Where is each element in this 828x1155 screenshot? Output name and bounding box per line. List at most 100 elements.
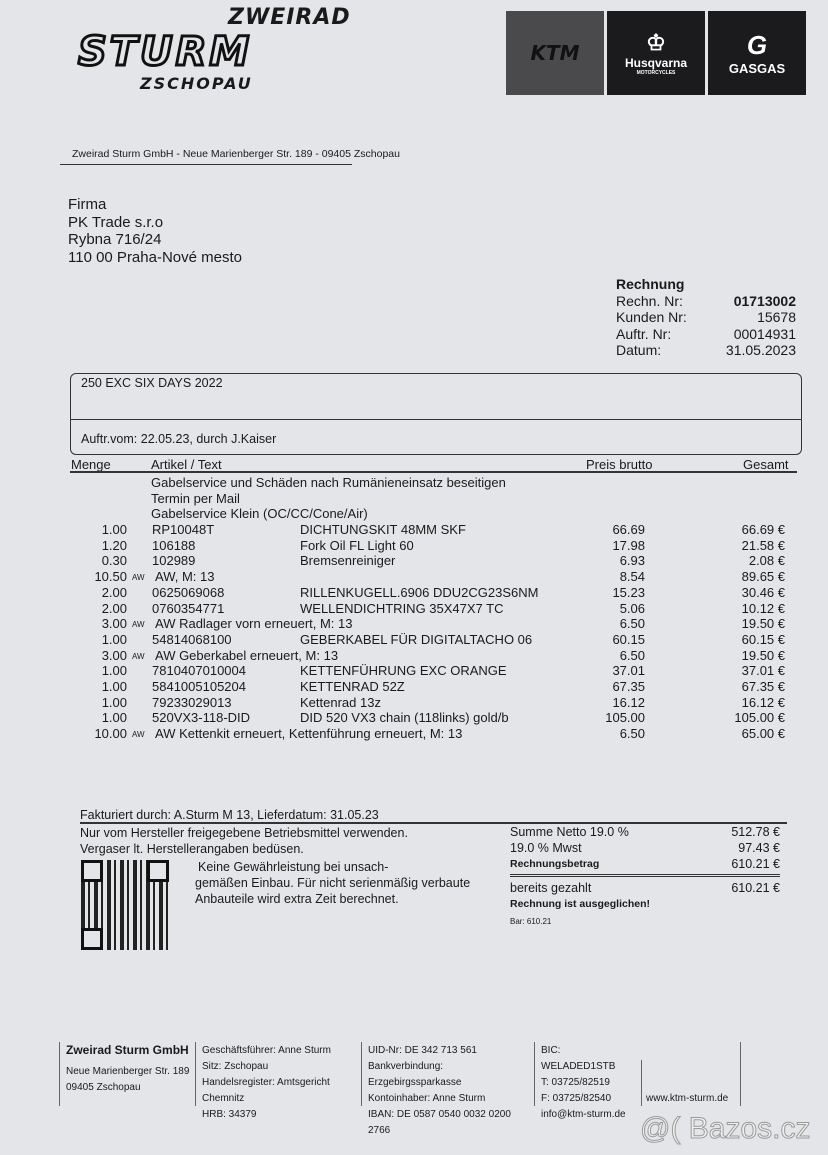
qr-code	[81, 860, 169, 950]
row-description: WELLENDICHTRING 35X47X7 TC	[300, 600, 504, 616]
cash-note: Bar: 610.21	[510, 917, 552, 926]
bazos-watermark: @( Bazos.cz	[640, 1112, 811, 1146]
row-total: 37.01 €	[741, 663, 785, 679]
footer-line: Sitz: Zschopau	[202, 1061, 269, 1072]
row-total: 65.00 €	[741, 726, 785, 742]
row-article: AW Kettenkit erneuert, Kettenführung ern…	[155, 726, 463, 742]
footer-line: Bankverbindung: Erzgebirgssparkasse	[368, 1061, 462, 1088]
row-qty: 3.00	[101, 616, 127, 632]
divider	[534, 1042, 535, 1106]
row-total: 66.69 €	[741, 522, 785, 537]
gasgas-logo: G GASGAS	[708, 11, 806, 95]
divider	[361, 1042, 362, 1106]
g-icon: G	[746, 30, 768, 60]
divider	[60, 164, 352, 165]
row-qty: 10.00	[94, 726, 127, 742]
logo-line: ZSCHOPAU	[140, 74, 253, 93]
row-article: 106188	[152, 537, 196, 553]
row-unit: AW	[132, 730, 145, 740]
company-name: Zweirad Sturm GmbH	[66, 1043, 189, 1057]
row-article: 7810407010004	[152, 663, 246, 679]
field-value: 01713002	[733, 292, 796, 309]
row-price: 67.35	[612, 679, 645, 694]
row-article: RP10048T	[152, 522, 215, 537]
husqvarna-logo: ♔ Husqvarna MOTORCYCLES	[607, 11, 705, 95]
footer-email: info@ktm-sturm.de	[541, 1109, 626, 1120]
row-qty: 0.30	[101, 553, 127, 569]
row-article: AW, M: 13	[155, 569, 215, 585]
brand-sub: MOTORCYCLES	[636, 70, 676, 76]
field-value: 31.05.2023	[725, 342, 796, 358]
footer-company: Zweirad Sturm GmbH Neue Marienberger Str…	[66, 1043, 192, 1096]
row-unit: AW	[132, 573, 145, 583]
table-note: Gabelservice und Schäden nach Rumänienei…	[151, 475, 506, 490]
row-article: 102989	[152, 553, 196, 569]
row-article: AW Radlager vorn erneuert, M: 13	[155, 616, 353, 632]
address-line: PK Trade s.r.o	[68, 213, 164, 231]
row-description: Kettenrad 13z	[300, 694, 381, 710]
total-value: 610.21 €	[731, 857, 780, 871]
footer-line: Neue Marienberger Str. 189	[66, 1066, 190, 1077]
row-article: 5841005105204	[152, 679, 246, 694]
invoice-field: Datum: 31.05.2023	[616, 342, 796, 359]
field-value: 15678	[757, 309, 796, 325]
divider	[641, 1060, 642, 1106]
header-total: Gesamt	[743, 457, 789, 472]
paid-label: bereits gezahlt	[510, 881, 592, 895]
invoice-field: Auftr. Nr: 00014931	[616, 326, 796, 343]
row-qty: 1.00	[101, 663, 127, 679]
row-total: 10.12 €	[741, 600, 785, 616]
note-line: Anbauteile wird extra Zeit berechnet.	[195, 892, 399, 906]
row-description: Bremsenreiniger	[300, 553, 396, 569]
row-price: 17.98	[612, 537, 645, 553]
row-total: 19.50 €	[741, 647, 785, 663]
field-label: Rechn. Nr:	[616, 292, 683, 309]
note-line: gemäßen Einbau. Für nicht serienmäßig ve…	[195, 876, 471, 890]
row-price: 37.01	[612, 663, 645, 679]
row-article: 79233029013	[152, 694, 232, 710]
row-total: 60.15 €	[741, 631, 785, 647]
row-qty: 1.20	[101, 537, 127, 553]
footer-line: IBAN: DE 0587 0540 0032 0200 2766	[368, 1109, 511, 1136]
row-qty: 1.00	[101, 710, 127, 726]
ktm-logo: KTM	[506, 11, 604, 95]
field-value: 00014931	[733, 325, 796, 342]
row-qty: 1.00	[101, 522, 127, 537]
brand-name: GASGAS	[728, 61, 786, 76]
footer-line: Geschäftsführer: Anne Sturm	[202, 1045, 331, 1056]
row-total: 89.65 €	[741, 569, 785, 585]
summary: Summe Netto 19.0 % 512.78 € 19.0 % Mwst 97…	[510, 824, 780, 930]
zweirad-sturm-logo: ZWEIRAD STURM ZSCHOPAU	[76, 6, 408, 94]
header-article: Artikel / Text	[151, 457, 222, 472]
row-article: AW Geberkabel erneuert, M: 13	[155, 647, 339, 663]
row-price: 16.12	[612, 694, 645, 710]
row-total: 19.50 €	[741, 616, 785, 632]
footer-bank: UID-Nr: DE 342 713 561 Bankverbindung: Er…	[368, 1043, 530, 1139]
row-total: 30.46 €	[741, 584, 785, 600]
warranty-notes: Keine Gewährleistung bei unsach- gemäßen…	[195, 859, 471, 907]
field-label: Auftr. Nr:	[616, 325, 672, 342]
invoice-field: Rechn. Nr: 01713002	[616, 293, 796, 310]
notes: Nur vom Hersteller freigegebene Betriebs…	[80, 825, 408, 857]
row-description: KETTENRAD 52Z	[300, 679, 405, 694]
address-line: Firma	[68, 196, 107, 213]
row-article: 520VX3-118-DID	[152, 710, 251, 726]
sender-line: Zweirad Sturm GmbH - Neue Marienberger S…	[72, 148, 400, 160]
row-article: 54814068100	[152, 631, 232, 647]
row-price: 105.00	[605, 710, 645, 726]
footer-line: UID-Nr: DE 342 713 561	[368, 1045, 477, 1056]
row-price: 8.54	[619, 569, 645, 585]
paid-value: 610.21 €	[731, 881, 780, 895]
row-price: 66.69	[612, 522, 645, 537]
footer-line: Handelsregister: Amtsgericht Chemnitz	[202, 1077, 330, 1104]
footer-line: BIC: WELADED1STB	[541, 1045, 616, 1072]
row-total: 105.00 €	[734, 710, 785, 726]
footer-website: www.ktm-sturm.de	[646, 1093, 729, 1104]
row-description: RILLENKUGELL.6906 DDU2CG23S6NM	[300, 584, 539, 600]
row-description: DID 520 VX3 chain (118links) gold/b	[300, 710, 509, 726]
logo-line: STURM	[76, 29, 253, 76]
note-line: Keine Gewährleistung bei unsach-	[198, 860, 389, 874]
field-label: Kunden Nr:	[616, 309, 687, 325]
row-unit: AW	[132, 620, 145, 630]
note-line: Vergaser lt. Herstellerangaben bedüsen.	[80, 842, 304, 856]
